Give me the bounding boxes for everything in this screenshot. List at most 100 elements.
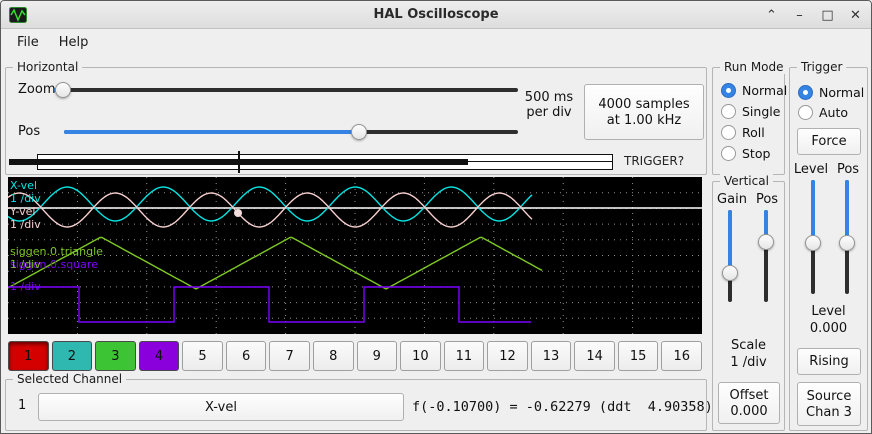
trace-triangle [8,236,543,290]
window-controls: ⌃ – □ ✕ [764,1,863,29]
vertical-pos-slider-handle[interactable] [758,234,774,251]
scope-channel-name: siggen.0.square [10,258,98,271]
selected-channel-frame: Selected Channel 1 X-vel f(-0.10700) = -… [5,372,713,431]
gain-slider-fill [728,210,732,274]
channel-button-16[interactable]: 16 [661,341,702,371]
radio-auto[interactable]: Auto [798,104,848,120]
trigger-pos-slider[interactable] [838,180,856,294]
radio-indicator [721,124,736,140]
channel-button-15[interactable]: 15 [617,341,659,371]
zoom-slider[interactable] [54,81,518,99]
minimize-button[interactable]: – [796,7,803,23]
channel-button-5[interactable]: 5 [182,341,223,371]
vertical-pos-slider-trough [764,210,768,302]
gain-label: Gain [717,192,747,207]
scale-value: 1 /div [730,355,767,370]
record-trigger-marker [238,151,240,173]
offset-button[interactable]: Offset 0.000 [718,382,780,424]
trigger-frame: Trigger Force Level Pos Level 0.000 Risi… [789,60,868,431]
trigger-pos-slider-handle[interactable] [839,234,855,251]
time-per-div-value: 500 ms [524,90,574,105]
menubar: File Help [1,29,871,55]
run-mode-frame-label: Run Mode [720,60,788,74]
trigger-level-readout-label: Level [811,304,846,319]
radio-indicator [721,145,736,161]
scope-channel-scale: 1 /div [10,218,41,231]
trace-square [8,286,531,323]
radio-stop[interactable]: Stop [721,145,770,161]
radio-indicator [798,104,813,120]
channel-button-14[interactable]: 14 [574,341,615,371]
radio-roll[interactable]: Roll [721,124,765,140]
trigger-level-slider-handle[interactable] [805,234,821,251]
source-button-line2: Chan 3 [806,404,852,420]
scope-channel-scale: 1 /div [10,192,41,205]
channel-row: 1 2 3 4 5 6 7 8 9 10 11 12 13 14 15 16 [8,341,702,371]
channel-button-3[interactable]: 3 [95,341,136,371]
selected-channel-number: 1 [18,398,27,413]
menu-item-file[interactable]: File [17,34,39,50]
scope-channel-name: siggen.0.triangle [10,245,103,258]
channel-button-10[interactable]: 10 [400,341,441,371]
vertical-pos-slider-fill [764,210,768,243]
vertical-pos-slider[interactable] [757,210,775,302]
radio-normal[interactable]: Normal [721,82,787,98]
channel-button-6[interactable]: 6 [225,341,267,371]
trigger-level-readout-value: 0.000 [809,321,848,336]
channel-name-button-label: X-vel [205,399,237,415]
pos-slider-handle[interactable] [351,124,368,140]
scope-channel-scale: 1 /div [10,280,41,293]
pos-slider-fill [64,130,360,134]
zoom-slider-handle[interactable] [55,82,72,98]
shade-button[interactable]: ⌃ [766,7,777,23]
radio-indicator [721,103,736,119]
channel-button-8[interactable]: 8 [312,341,354,371]
channel-button-7[interactable]: 7 [269,341,310,371]
time-per-div-label: 500 ms per div [516,90,582,120]
pos-label: Pos [18,124,41,139]
trigger-frame-label: Trigger [797,60,847,74]
trigger-level-slider[interactable] [804,180,822,294]
scope-channel-name: X-vel [10,179,37,192]
rising-button[interactable]: Rising [797,348,861,375]
radio-label: Normal [819,84,865,100]
radio-label: Stop [742,145,771,161]
menu-item-help[interactable]: Help [58,34,89,50]
gain-slider[interactable] [721,210,739,302]
offset-button-value: 0.000 [730,403,768,419]
close-button[interactable]: ✕ [850,7,861,23]
trigger-pos-label: Pos [836,162,860,177]
channel-name-button[interactable]: X-vel [38,393,404,421]
offset-button-label: Offset [729,387,769,403]
radio-label: Auto [819,104,849,120]
channel-button-1[interactable]: 1 [8,341,49,371]
maximize-button[interactable]: □ [821,7,834,23]
samples-button[interactable]: 4000 samples at 1.00 kHz [584,84,704,140]
samples-button-line2: at 1.00 kHz [606,112,682,128]
titlebar: HAL Oscilloscope ⌃ – □ ✕ [1,1,871,29]
samples-button-line1: 4000 samples [598,96,690,112]
channel-button-13[interactable]: 13 [530,341,572,371]
horizontal-frame: Horizontal Zoom 500 ms per div 4000 samp… [5,60,707,175]
force-button[interactable]: Force [797,128,861,155]
pos-slider[interactable] [64,123,518,141]
horizontal-frame-label: Horizontal [13,60,83,74]
channel-button-11[interactable]: 11 [443,341,485,371]
channel-button-4[interactable]: 4 [138,341,180,371]
trigger-level-slider-fill [811,180,815,243]
channel-button-2[interactable]: 2 [51,341,93,371]
channel-button-12[interactable]: 12 [487,341,528,371]
channel-button-9[interactable]: 9 [356,341,398,371]
radio-single[interactable]: Single [721,103,780,119]
zoom-slider-trough [54,88,518,92]
zoom-label: Zoom [18,82,56,97]
radio-label: Normal [742,82,788,98]
gain-slider-handle[interactable] [722,265,738,282]
trigger-source-button[interactable]: Source Chan 3 [797,382,861,426]
trigger-level-label: Level [793,162,829,177]
trigger-pos-slider-fill [845,180,849,243]
radio-normal[interactable]: Normal [798,84,864,100]
scope-channel-name: Y-vel [9,205,35,218]
run-mode-frame: Run Mode Normal Single Roll Stop [712,60,788,175]
vertical-frame: Vertical Gain Pos Scale 1 /div Offset 0.… [712,174,785,431]
